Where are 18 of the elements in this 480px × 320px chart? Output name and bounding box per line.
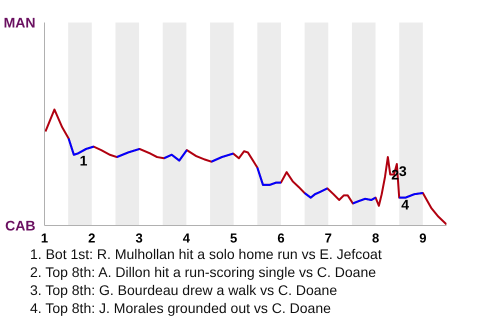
x-tick-label: 2 — [88, 230, 96, 246]
annotation: 1 — [80, 152, 88, 169]
x-tick-label: 9 — [419, 230, 426, 246]
text: 4. Top 8th: J. Morales grounded out vs C. Doane — [29, 299, 332, 317]
annotation: 4 — [401, 196, 410, 213]
x-tick-label: 3 — [135, 230, 143, 246]
text: 3. Top 8th: G. Bourdeau drew a walk vs C. Doane — [29, 281, 338, 299]
x-tick-label: 5 — [230, 230, 238, 246]
x-tick-label: 4 — [182, 230, 191, 246]
text: CAB — [5, 218, 36, 234]
text: MAN — [4, 14, 36, 30]
x-tick-label: 8 — [372, 230, 380, 246]
x-tick-label: 1 — [40, 230, 48, 246]
x-tick-label: 7 — [324, 230, 332, 246]
x-tick-label: 6 — [277, 230, 285, 246]
text: 1. Bot 1st: R. Mulhollan hit a solo home run vs E. Jefcoat — [29, 245, 382, 263]
annotation: 3 — [398, 163, 407, 180]
text: 2. Top 8th: A. Dillon hit a run-scoring single vs C. Doane — [29, 263, 378, 281]
